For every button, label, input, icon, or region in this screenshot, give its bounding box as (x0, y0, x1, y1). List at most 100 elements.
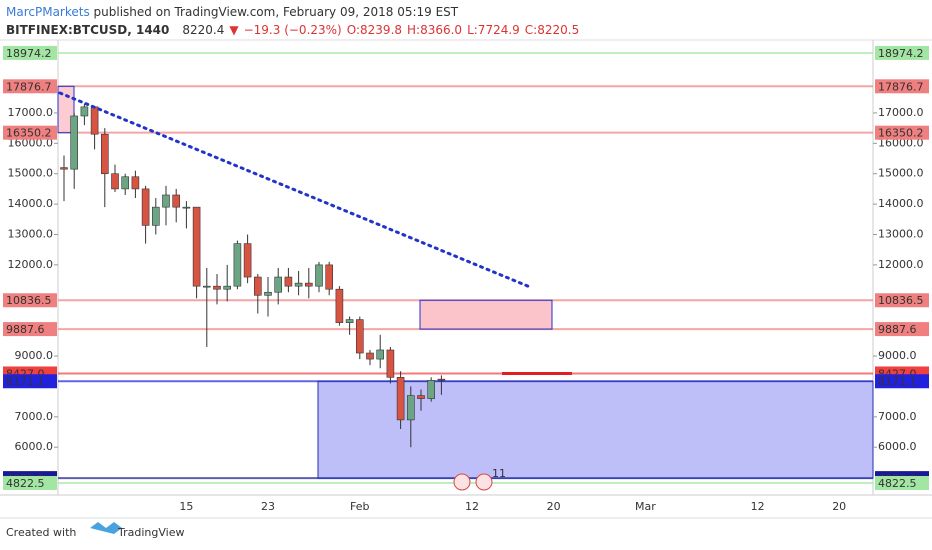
y-tick-label: 7000.0 (15, 410, 54, 423)
level-tag (875, 45, 929, 60)
y-tick-label: 6000.0 (878, 440, 917, 453)
level-tag (3, 79, 57, 94)
level-tag (3, 322, 57, 337)
level-tag (3, 374, 57, 389)
candle-body (213, 285, 221, 290)
level-tag (875, 79, 929, 94)
x-tick-label: Mar (635, 500, 656, 513)
candle-body (355, 319, 364, 354)
symbol: BITFINEX:BTCUSD, 1440 (6, 23, 169, 37)
candle-body (284, 276, 293, 287)
zone (419, 299, 553, 330)
publisher: MarcPMarkets (6, 5, 90, 19)
level-label: 10836.5 (878, 294, 924, 307)
candle-body (437, 378, 446, 381)
quote-item: O:8239.8 (347, 23, 402, 37)
candle-body (131, 176, 140, 190)
y-tick-label: 9000.0 (878, 349, 917, 362)
level-tag (875, 322, 929, 337)
level-label: 18974.2 (878, 47, 924, 60)
level-tag (3, 476, 57, 491)
quote-item: H:8366.0 (407, 23, 462, 37)
candle-body (254, 276, 262, 296)
x-tick-label: 23 (261, 500, 275, 513)
logo (90, 522, 122, 534)
candle-body (417, 395, 425, 399)
events: 11 (453, 467, 506, 491)
candle-body (111, 173, 119, 190)
candle-body (101, 133, 109, 175)
y-tick-label: 12000.0 (8, 258, 54, 271)
trend-line (58, 91, 532, 289)
plot (57, 51, 874, 485)
level-label: 18974.2 (6, 47, 52, 60)
event-icon (475, 473, 493, 491)
quote-item: 8220.4 (182, 23, 224, 37)
candle-body (121, 176, 129, 190)
candle-body (172, 194, 180, 208)
event-badge: 11 (492, 467, 506, 480)
level-label: 4822.5 (878, 477, 917, 490)
level-tag (3, 45, 57, 60)
quote-item: C:8220.5 (525, 23, 579, 37)
candle-body (366, 352, 374, 360)
candle-body (315, 264, 323, 287)
header-line: MarcPMarkets published on TradingView.co… (6, 5, 459, 19)
y-tick-label: 13000.0 (878, 227, 924, 240)
y-tick-label: 7000.0 (878, 410, 917, 423)
y-tick-label: 14000.0 (878, 197, 924, 210)
y-tick-label: 17000.0 (8, 106, 54, 119)
level-tag (875, 476, 929, 491)
y-tick-label: 12000.0 (878, 258, 924, 271)
zone (57, 85, 75, 134)
candle-body (386, 349, 395, 378)
y-tick-label: 9000.0 (15, 349, 54, 362)
candle-body (345, 319, 354, 323)
candle-body (335, 288, 344, 323)
quote-item: L:7724.9 (467, 23, 520, 37)
x-tick-label: Feb (350, 500, 369, 513)
candle-body (60, 167, 68, 170)
candle-body (80, 106, 89, 117)
event-icon (453, 473, 471, 491)
level-label: 17876.7 (6, 80, 52, 93)
candle-body (233, 243, 242, 287)
quote-item: −19.3 (−0.23%) (244, 23, 342, 37)
candle-body (304, 282, 313, 287)
candle-body (396, 377, 405, 421)
candle-body (152, 206, 160, 226)
level-tag (875, 374, 929, 389)
candle-body (90, 106, 99, 135)
level-tag (3, 125, 57, 140)
x-tick-label: 20 (832, 500, 846, 513)
y-tick-label: 6000.0 (15, 440, 54, 453)
level-label: 8171.1 (878, 375, 917, 388)
candle-body (274, 276, 283, 293)
candle-body (376, 349, 385, 360)
candle-body (182, 206, 191, 209)
level-label: 17876.7 (878, 80, 924, 93)
level-label: 16350.2 (878, 127, 924, 140)
candle-body (223, 285, 231, 290)
level-label: 8171.1 (6, 375, 45, 388)
x-tick-label: 15 (179, 500, 193, 513)
level-tag (875, 125, 929, 140)
candle-body (325, 264, 334, 290)
x-tick-label: 12 (751, 500, 765, 513)
candle-body (406, 395, 415, 421)
candle-body (294, 282, 303, 287)
candle-body (427, 380, 436, 399)
candle-body (243, 243, 252, 278)
candle-body (141, 188, 150, 226)
candle-body (70, 115, 78, 170)
symbol-line: BITFINEX:BTCUSD, 1440 (6, 23, 169, 37)
candle-body (192, 206, 201, 287)
y-tick-label: 13000.0 (8, 227, 54, 240)
quote-line: 8220.4 ▼ −19.3 (−0.23%) O:8239.8 H:8366.0 L:7… (182, 23, 579, 37)
candle-body (162, 194, 170, 208)
y-tick-label: 15000.0 (8, 167, 54, 180)
footer-created: Created with (6, 526, 76, 539)
candle-body (203, 285, 211, 288)
y-tick-label: 15000.0 (878, 167, 924, 180)
